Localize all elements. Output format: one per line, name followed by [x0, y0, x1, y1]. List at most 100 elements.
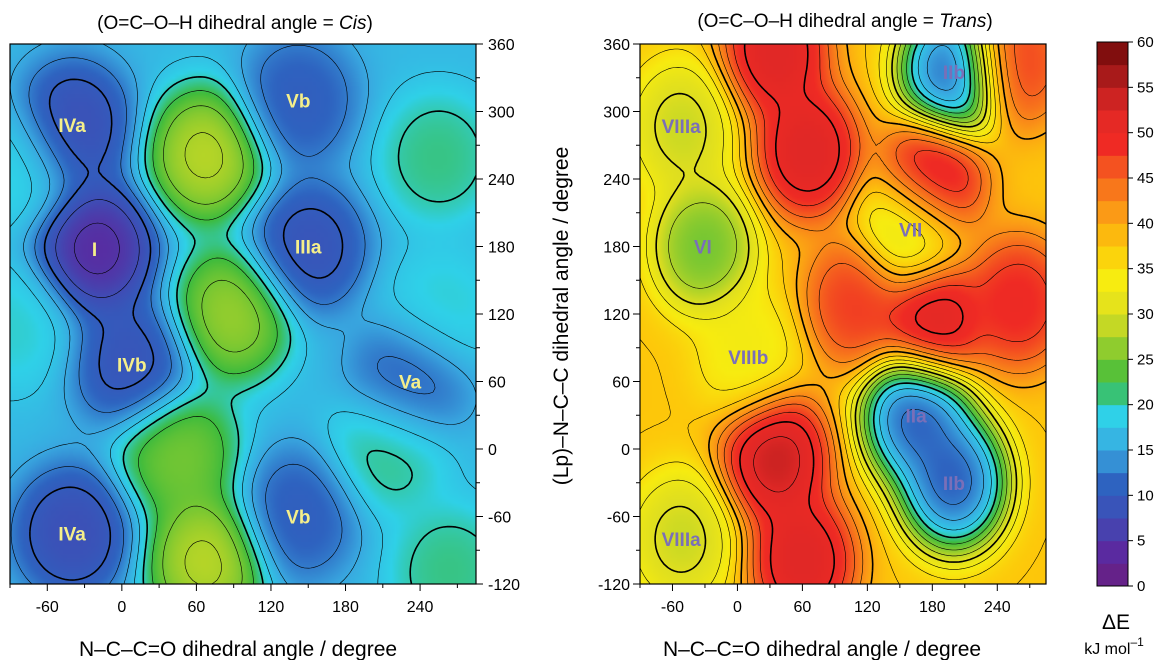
- shared-y-axis-label: (Lp)–N–C–C dihedral angle / degree: [550, 147, 573, 486]
- contour-level: [640, 44, 1046, 584]
- minimum-label-va: Va: [399, 373, 422, 394]
- x-tick-label: 120: [258, 599, 285, 616]
- x-tick-label: -60: [661, 599, 684, 616]
- colorbar-swatch: [1097, 518, 1128, 542]
- y-tick-label: 360: [603, 37, 630, 54]
- colorbar-swatch: [1097, 472, 1128, 496]
- colorbar-tick-label: 0: [1137, 578, 1145, 595]
- x-tick-label: 240: [984, 599, 1011, 616]
- minimum-label-i: I: [92, 240, 97, 261]
- y-tick-label: -60: [607, 510, 630, 527]
- contour-level: [10, 56, 476, 584]
- colorbar-swatch: [1097, 450, 1128, 474]
- x-tick-label: 60: [188, 599, 206, 616]
- colorbar-swatch: [1097, 359, 1128, 383]
- y-tick-label: 240: [488, 172, 515, 189]
- contour-level: [863, 44, 1008, 551]
- contour-level: [723, 44, 1046, 584]
- minimum-label-iia: IIa: [906, 406, 928, 427]
- colorbar-ticks: 0 5 10 15 20 25 30 35 40 45 50 55 60: [1128, 34, 1154, 595]
- cis-contour-lines: [10, 44, 476, 584]
- cis-energy-heatmap: [10, 44, 476, 584]
- colorbar-swatch: [1097, 42, 1128, 66]
- trans-panel: (O=C–O–H dihedral angle = Trans) -60 0 60 1…: [550, 11, 1047, 661]
- y-tick-label: 120: [603, 307, 630, 324]
- contour-level: [879, 44, 992, 531]
- minimum-label-iib: IIb: [943, 474, 965, 495]
- contour-level: [868, 44, 1003, 545]
- colorbar-tick-label: 10: [1137, 487, 1154, 504]
- minimum-label-viiia: VIIIa: [662, 530, 702, 551]
- colorbar-swatch: [1097, 110, 1128, 134]
- minimum-label-iva: IVa: [58, 524, 86, 545]
- x-tick-label: 120: [854, 599, 881, 616]
- cis-x-axis-label: N–C–C=O dihedral angle / degree: [79, 638, 397, 660]
- contour-level: [29, 78, 344, 581]
- contour-level: [654, 44, 1018, 573]
- colorbar-swatch: [1097, 178, 1128, 202]
- colorbar-swatch: [1097, 336, 1128, 360]
- contour-level: [10, 44, 476, 584]
- x-tick-label: 240: [407, 599, 434, 616]
- colorbar-swatch: [1097, 314, 1128, 338]
- trans-energy-heatmap: [640, 44, 1046, 584]
- y-tick-label: 0: [488, 442, 497, 459]
- contour-level: [162, 105, 260, 584]
- contour-level: [73, 222, 120, 275]
- contour-level: [901, 409, 972, 505]
- y-tick-label: 180: [603, 240, 630, 257]
- colorbar-swatch: [1097, 64, 1128, 88]
- trans-x-axis-label: N–C–C=O dihedral angle / degree: [663, 638, 981, 660]
- contour-level: [55, 199, 140, 298]
- contour-level: [739, 44, 964, 584]
- colorbar-tick-label: 55: [1137, 79, 1154, 96]
- y-tick-label: -120: [598, 577, 630, 594]
- minimum-label-vii: VII: [899, 221, 922, 242]
- y-tick-label: 240: [603, 172, 630, 189]
- y-tick-label: 60: [488, 375, 506, 392]
- colorbar-swatch: [1097, 382, 1128, 406]
- colorbar-tick-label: 30: [1137, 306, 1154, 323]
- contour-level: [640, 44, 1023, 584]
- colorbar-tick-label: 45: [1137, 170, 1154, 187]
- y-tick-label: 300: [603, 105, 630, 122]
- minimum-label-iib: IIb: [943, 63, 965, 84]
- colorbar-tick-label: 50: [1137, 125, 1154, 142]
- contour-level: [668, 44, 1012, 557]
- x-tick-label: 60: [794, 599, 812, 616]
- colorbar-tick-label: 5: [1137, 533, 1145, 550]
- cis-axis-ticks: -60 0 60 120 180 240 -120 -60 0 60 120 180 240 300 360: [9, 37, 520, 616]
- colorbar-tick-label: 60: [1137, 34, 1154, 51]
- minimum-label-iva: IVa: [58, 116, 86, 137]
- y-tick-label: 0: [621, 442, 630, 459]
- x-tick-label: -60: [36, 599, 59, 616]
- cis-minimum-labels: I IIIa IVa IVb IVa Va Vb Vb: [58, 91, 421, 545]
- y-tick-label: 120: [488, 307, 515, 324]
- colorbar-swatch: [1097, 268, 1128, 292]
- colorbar-label-symbol: ΔE: [1102, 611, 1130, 634]
- trans-panel-title: (O=C–O–H dihedral angle = Trans): [697, 11, 992, 32]
- contour-level: [138, 90, 278, 584]
- y-tick-label: 360: [488, 37, 515, 54]
- contour-level: [887, 45, 984, 521]
- colorbar-swatches: [1097, 42, 1128, 587]
- cis-panel: (O=C–O–H dihedral angle = Cis) -60 0 60 120…: [9, 13, 520, 661]
- colorbar-tick-label: 35: [1137, 261, 1154, 278]
- y-tick-label: 300: [488, 105, 515, 122]
- colorbar-swatch: [1097, 291, 1128, 315]
- y-tick-label: -120: [488, 577, 520, 594]
- minimum-label-viiia: VIIIa: [662, 117, 702, 138]
- x-tick-label: 0: [117, 599, 126, 616]
- y-tick-label: 60: [612, 375, 630, 392]
- colorbar-tick-label: 20: [1137, 397, 1154, 414]
- x-tick-label: 180: [332, 599, 359, 616]
- y-tick-label: 180: [488, 240, 515, 257]
- colorbar-tick-label: 40: [1137, 215, 1154, 232]
- contour-level: [640, 44, 1031, 584]
- colorbar-swatch: [1097, 246, 1128, 270]
- trans-axis-ticks: -60 0 60 120 180 240 -120 -60 0 60 120 180 240 300 360: [598, 37, 1031, 616]
- contour-level: [10, 45, 436, 584]
- colorbar-swatch: [1097, 495, 1128, 519]
- minimum-label-iiia: IIIa: [295, 238, 322, 259]
